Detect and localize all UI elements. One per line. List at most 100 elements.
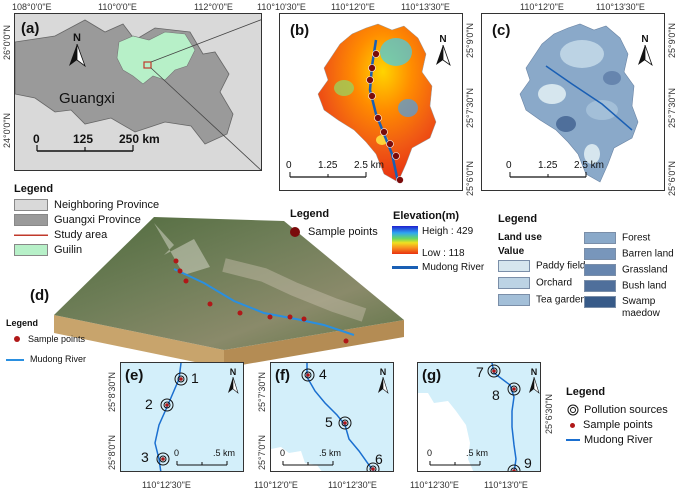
- guangxi-province: [15, 19, 234, 145]
- pollution-source-6: [366, 462, 380, 471]
- swatch-swamp: [584, 296, 616, 308]
- outside-area-f: [271, 447, 322, 471]
- coord-b-right-2: 25°7'30"N: [465, 87, 475, 128]
- pollution-source-2: [160, 398, 174, 412]
- panel-g-map: [418, 363, 521, 471]
- landuse-swamp: Swamp maedow: [584, 296, 684, 320]
- guilin-region: [116, 31, 196, 85]
- landuse-forest: Forest: [584, 232, 684, 244]
- elevation-high: Heigh : 429: [422, 226, 474, 237]
- mudong-river-d: [173, 268, 355, 336]
- coord-f-left-2: 25°7'0"N: [257, 434, 267, 470]
- legend-land-use: Legend: [498, 213, 680, 225]
- legend-item-guangxi: Guangxi Province: [14, 214, 184, 227]
- scale-c-1: 1.25: [538, 160, 558, 171]
- mudong-river-c: [545, 65, 633, 131]
- coord-a-top-1: 108°0'0"E: [12, 2, 52, 12]
- point-5: 5: [325, 414, 333, 430]
- study-area-landuse: [519, 23, 639, 183]
- pollution-source-3: [156, 452, 170, 466]
- legend-regions: Legend Neighboring Province Guangxi Prov…: [14, 183, 184, 257]
- outside-white-g: [418, 393, 474, 471]
- pollution-source-1: [174, 372, 188, 386]
- study-area-elevation: [317, 23, 437, 183]
- map-panel-d: [34, 205, 419, 370]
- north-arrow-e: N: [225, 367, 241, 395]
- north-arrow-icon: [638, 44, 653, 67]
- coord-e-bottom: 110°12'30"E: [142, 480, 191, 490]
- panel-label-g: (g): [422, 367, 442, 384]
- pollution-source-8: [507, 382, 521, 396]
- scale-bar-g: [429, 461, 481, 466]
- coord-c-right-3: 25°6'0"N: [667, 160, 677, 196]
- coord-c-top-2: 110°13'30"E: [596, 2, 645, 12]
- landuse-barren: Barren land: [584, 248, 684, 260]
- scale-g-0: 0: [427, 448, 433, 458]
- sample-point-icon: [290, 227, 300, 238]
- north-arrow-icon: [436, 44, 451, 67]
- swatch-guilin: [14, 244, 48, 257]
- legend-b-title: Legend: [290, 208, 330, 220]
- sample-points-d: [173, 258, 349, 344]
- panel-label-d: (d): [30, 287, 50, 304]
- pollution-source-icon: [567, 404, 579, 416]
- legend-b-sample: Sample points: [290, 226, 500, 238]
- coord-g-right-1: 25°6'30"N: [544, 393, 554, 434]
- legend-pollution-sources: Pollution sources: [566, 404, 684, 416]
- scale-a-2: 250 km: [119, 132, 160, 146]
- north-arrow-icon: [529, 376, 540, 394]
- north-arrow-b: N: [432, 34, 454, 68]
- map-panel-c: (c) N 0 1.25 2.5 km: [481, 13, 665, 191]
- panel-f-map: [271, 363, 380, 471]
- swatch-orchard: [498, 277, 530, 289]
- coord-f-bottom-2: 110°12'30"E: [328, 480, 377, 490]
- swatch-bush: [584, 280, 616, 292]
- map-panel-e: (e) 1 2 3 N 0 .5 km: [120, 362, 244, 472]
- scale-bar-c: [509, 172, 587, 178]
- point-9: 9: [524, 455, 532, 471]
- coord-c-top-1: 110°12'0"E: [520, 2, 564, 12]
- legend-c-col1: Land use Value Paddy field Orchard Tea g…: [498, 232, 594, 306]
- coord-b-top-3: 110°13'30"E: [401, 2, 450, 12]
- panel-label-a: (a): [21, 20, 40, 37]
- sample-points-b: [366, 50, 404, 184]
- river-line-icon: [566, 439, 580, 442]
- mudong-river-e: [154, 363, 182, 471]
- legend-c-subtitle: Land use: [498, 232, 542, 243]
- swatch-study-area: [14, 229, 48, 242]
- coord-f-bottom-1: 110°12'0"E: [254, 480, 298, 490]
- land-use-map: [509, 23, 639, 183]
- panel-label-b: (b): [290, 22, 310, 39]
- mudong-river-g: [491, 363, 517, 471]
- scale-a-0: 0: [33, 132, 40, 146]
- legend-d-title: Legend: [6, 318, 39, 328]
- scale-bar-e: [176, 461, 228, 466]
- legend-pollution: Legend Pollution sources Sample points M…: [566, 386, 684, 446]
- legend-sample-points: Sample points: [566, 419, 684, 431]
- coord-a-left-1: 26°0'0"N: [2, 24, 12, 60]
- terrain-side-right: [224, 320, 404, 368]
- swatch-neighboring: [14, 199, 48, 212]
- elevation-title: Elevation(m): [393, 210, 460, 222]
- point-4: 4: [319, 366, 327, 382]
- panel-e-map: [154, 363, 228, 471]
- scale-bar-b: [289, 172, 367, 178]
- legend-c-value: Value: [498, 246, 525, 257]
- scale-e-0: 0: [174, 448, 180, 458]
- scale-b-0: 0: [286, 160, 292, 171]
- swatch-tea: [498, 294, 530, 306]
- legend-efg-title: Legend: [566, 386, 606, 398]
- elevation-map: [289, 23, 437, 184]
- river-line-icon: [6, 358, 24, 361]
- landuse-orchard: Orchard: [498, 277, 594, 289]
- point-7: 7: [476, 364, 484, 380]
- study-area-marker: [143, 61, 152, 69]
- scale-c-0: 0: [506, 160, 512, 171]
- coord-c-right-2: 25°7'30"N: [667, 87, 677, 128]
- legend-item-neighboring: Neighboring Province: [14, 199, 184, 212]
- legend-d-sample: Sample points: [6, 334, 136, 344]
- scale-bar-a: [36, 145, 134, 152]
- scale-b-1: 1.25: [318, 160, 338, 171]
- scale-e-1: .5 km: [213, 448, 236, 458]
- coord-f-left-1: 25°7'30"N: [257, 371, 267, 412]
